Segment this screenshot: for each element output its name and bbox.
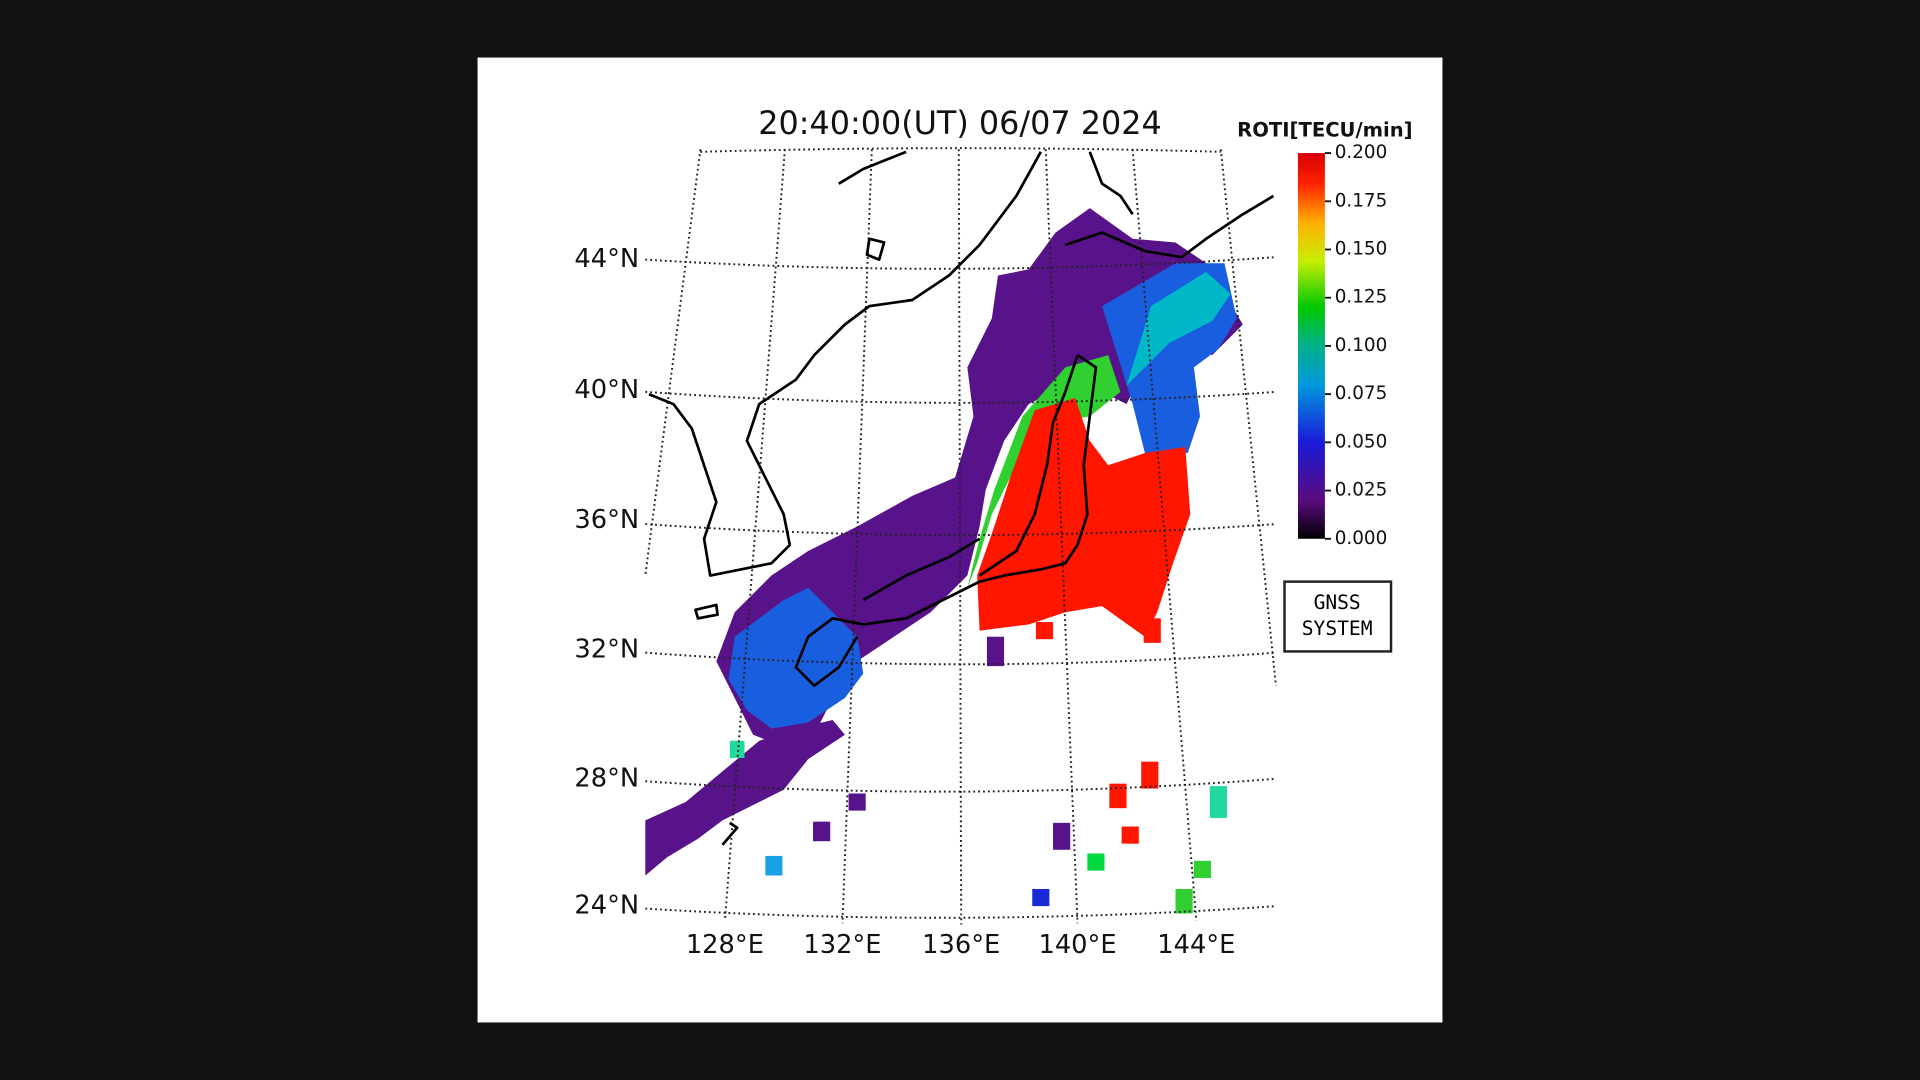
longitude-label: 144°E <box>1157 930 1235 960</box>
colorbar-tick-label: 0.025 <box>1335 480 1388 501</box>
longitude-line <box>1131 149 1198 921</box>
pixel <box>848 793 866 811</box>
latitude-line <box>645 256 1276 270</box>
legend-box <box>1283 580 1393 653</box>
pixel <box>729 740 745 758</box>
pixel <box>1109 783 1127 809</box>
latitude-label: 44°N <box>574 244 639 274</box>
legend-text: SYSTEM <box>1302 617 1373 640</box>
pixel <box>813 821 831 842</box>
colorbar-tick-label: 0.000 <box>1335 528 1388 549</box>
coastline <box>838 150 907 185</box>
pixel <box>1087 853 1105 871</box>
coastline <box>648 151 1042 577</box>
colorbar-label: ROTI[TECU/min] <box>1237 119 1412 142</box>
longitude-label: 132°E <box>803 930 881 960</box>
colorbar-tick-label: 0.100 <box>1335 335 1388 356</box>
latitude-label: 36°N <box>574 505 639 535</box>
map-border <box>700 147 1221 153</box>
longitude-label: 128°E <box>686 930 764 960</box>
coastline <box>978 354 1079 577</box>
longitude-line <box>723 149 786 921</box>
coastlines <box>648 150 1275 846</box>
region-mid <box>728 587 864 729</box>
colorbar-tick-label: 0.150 <box>1335 238 1388 259</box>
colorbar-tick-label: 0.050 <box>1335 431 1388 452</box>
longitude-label: 136°E <box>922 930 1000 960</box>
coastline <box>694 603 719 620</box>
region-mid <box>967 355 1121 588</box>
longitude-label: 140°E <box>1038 930 1116 960</box>
longitude-line <box>841 149 873 924</box>
data-regions <box>645 208 1243 914</box>
latitude-line <box>645 905 1276 919</box>
latitude-line <box>645 777 1276 793</box>
legend-text: GNSS <box>1314 591 1361 614</box>
pixel <box>1143 618 1161 643</box>
longitude-line <box>1044 149 1079 924</box>
colorbar-tick-label: 0.200 <box>1335 142 1388 163</box>
latitude-line <box>645 390 1276 404</box>
colorbar-tick-label: 0.125 <box>1335 287 1388 308</box>
colorbar-tick-label: 0.175 <box>1335 190 1388 211</box>
pixel <box>1175 888 1193 914</box>
coastline <box>794 353 1098 688</box>
pixel <box>1035 622 1054 640</box>
pixel <box>1209 786 1227 818</box>
longitude-line <box>1219 149 1277 686</box>
map-title: 20:40:00(UT) 06/07 2024 <box>758 104 1161 142</box>
longitude-line <box>644 149 702 576</box>
pixel <box>1141 761 1159 789</box>
region-high <box>977 397 1191 637</box>
region-low <box>716 208 1243 747</box>
longitude-line <box>957 149 963 925</box>
pixel <box>1121 826 1139 844</box>
latitude-label: 24°N <box>574 891 639 921</box>
colorbar-tick-label: 0.075 <box>1335 383 1388 404</box>
latitude-label: 28°N <box>574 763 639 793</box>
coastline <box>865 237 886 261</box>
colorbar <box>1297 153 1325 539</box>
region-low <box>645 720 845 876</box>
region-mid <box>1126 271 1231 386</box>
pixel <box>1193 860 1212 878</box>
coastline <box>721 821 739 846</box>
pixel <box>1053 822 1071 850</box>
coastline <box>1064 194 1275 259</box>
coastline <box>1088 151 1134 216</box>
pixel <box>1032 888 1050 907</box>
latitude-label: 32°N <box>574 635 639 665</box>
pixel <box>986 636 1005 667</box>
pixel <box>765 855 783 876</box>
latitude-label: 40°N <box>574 375 639 405</box>
graticule <box>644 147 1277 925</box>
coastline <box>862 537 981 602</box>
latitude-line <box>645 523 1276 537</box>
latitude-line <box>645 651 1276 666</box>
